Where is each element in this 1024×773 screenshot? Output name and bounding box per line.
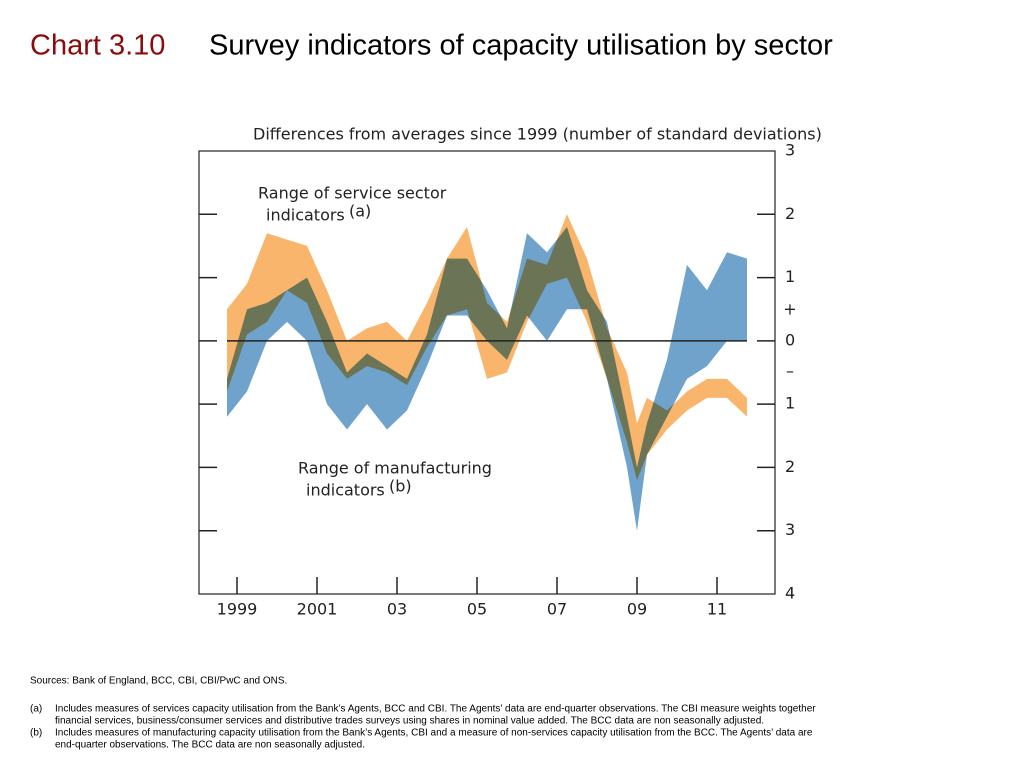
note-line: end-quarter observations. The BCC data a… <box>55 740 365 751</box>
y-tick-label: 3 <box>785 520 795 539</box>
y-tick-label: 0 <box>785 330 795 349</box>
note-mark: (a) <box>30 704 42 715</box>
x-tick-label: 11 <box>707 600 727 619</box>
series-label: Range of service sector <box>258 184 447 203</box>
bands <box>227 214 747 531</box>
y-tick-label: 1 <box>785 267 795 286</box>
series-label: indicators <box>306 481 385 500</box>
chart-title: Survey indicators of capacity utilisatio… <box>209 30 833 62</box>
x-tick-label: 2001 <box>297 600 338 619</box>
note-mark: (b) <box>30 728 42 739</box>
y-tick-label: 2 <box>785 204 795 223</box>
range-band <box>227 214 747 481</box>
y-tick-label: 2 <box>785 457 795 476</box>
note-line: financial services, business/consumer se… <box>55 716 764 727</box>
note-line: Includes measures of manufacturing capac… <box>55 728 813 739</box>
series-note: (a) <box>349 202 371 221</box>
y-tick-label: 3 <box>785 141 795 160</box>
range-band <box>227 226 747 531</box>
y-axis-title: Differences from averages since 1999 (nu… <box>253 125 822 144</box>
minus-sign: – <box>786 361 794 380</box>
series-label: indicators <box>266 206 345 225</box>
series-label: Range of manufacturing <box>298 459 492 478</box>
note-line: Includes measures of services capacity u… <box>55 704 816 715</box>
plot-frame <box>198 150 776 595</box>
plus-sign: + <box>783 299 796 318</box>
chart-number: Chart 3.10 <box>30 30 165 62</box>
x-tick-label: 1999 <box>217 600 258 619</box>
x-tick-label: 03 <box>387 600 407 619</box>
x-tick-label: 09 <box>627 600 647 619</box>
series-note: (b) <box>389 477 412 496</box>
y-tick-label: 4 <box>785 584 795 603</box>
x-tick-label: 05 <box>467 600 487 619</box>
sources: Sources: Bank of England, BCC, CBI, CBI/… <box>30 676 287 687</box>
y-tick-label: 1 <box>785 394 795 413</box>
x-tick-label: 07 <box>547 600 567 619</box>
